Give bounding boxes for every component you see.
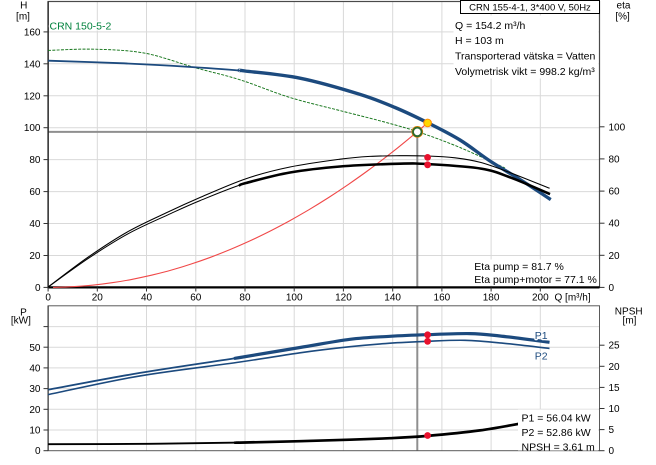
svg-text:180: 180 — [483, 293, 500, 304]
svg-text:60: 60 — [190, 293, 202, 304]
svg-text:100: 100 — [286, 293, 303, 304]
svg-text:40: 40 — [29, 363, 41, 374]
svg-text:Q [m³/h]: Q [m³/h] — [555, 293, 591, 304]
svg-text:120: 120 — [335, 293, 352, 304]
svg-text:Transporterad vätska = Vatten: Transporterad vätska = Vatten — [455, 50, 596, 62]
svg-text:NPSH: NPSH — [615, 307, 643, 318]
svg-text:200: 200 — [532, 293, 549, 304]
svg-text:40: 40 — [29, 219, 41, 230]
svg-text:P2 = 52.86 kW: P2 = 52.86 kW — [522, 427, 591, 439]
svg-text:Eta pump+motor = 77.1 %: Eta pump+motor = 77.1 % — [474, 274, 597, 286]
svg-text:50: 50 — [29, 343, 41, 354]
svg-text:140: 140 — [24, 59, 41, 70]
svg-text:100: 100 — [609, 122, 626, 133]
svg-text:P1: P1 — [535, 330, 548, 342]
svg-text:5: 5 — [609, 425, 615, 436]
svg-text:20: 20 — [609, 362, 621, 373]
svg-text:15: 15 — [609, 383, 621, 394]
svg-text:[m]: [m] — [623, 316, 637, 327]
svg-text:120: 120 — [24, 91, 41, 102]
svg-text:40: 40 — [609, 219, 621, 230]
svg-text:0: 0 — [35, 283, 41, 294]
svg-text:25: 25 — [609, 341, 621, 352]
svg-text:CRN 155-4-1, 3*400 V, 50Hz: CRN 155-4-1, 3*400 V, 50Hz — [469, 3, 591, 14]
svg-text:160: 160 — [24, 27, 41, 38]
svg-text:80: 80 — [29, 155, 41, 166]
svg-text:CRN 150-5-2: CRN 150-5-2 — [50, 20, 112, 32]
svg-text:80: 80 — [239, 293, 251, 304]
svg-text:P2: P2 — [535, 350, 548, 362]
svg-text:P: P — [20, 307, 27, 318]
svg-text:Volymetrisk vikt = 998.2 kg/m³: Volymetrisk vikt = 998.2 kg/m³ — [455, 66, 595, 78]
svg-text:P1 = 56.04 kW: P1 = 56.04 kW — [522, 413, 591, 425]
svg-text:100: 100 — [24, 123, 41, 134]
svg-text:[kW]: [kW] — [11, 316, 31, 327]
svg-text:20: 20 — [29, 405, 41, 416]
svg-text:30: 30 — [29, 384, 41, 395]
svg-text:10: 10 — [609, 404, 621, 415]
svg-text:40: 40 — [141, 293, 153, 304]
svg-text:80: 80 — [609, 154, 621, 165]
svg-text:160: 160 — [434, 293, 451, 304]
svg-text:140: 140 — [384, 293, 401, 304]
svg-text:20: 20 — [609, 251, 621, 262]
svg-text:eta: eta — [617, 0, 631, 11]
svg-text:0: 0 — [45, 293, 51, 304]
svg-text:60: 60 — [29, 187, 41, 198]
svg-text:20: 20 — [92, 293, 104, 304]
svg-text:Q = 154.2 m³/h: Q = 154.2 m³/h — [455, 20, 525, 32]
svg-text:60: 60 — [609, 187, 621, 198]
svg-text:0: 0 — [609, 446, 615, 457]
svg-text:20: 20 — [29, 251, 41, 262]
svg-text:NPSH = 3.61 m: NPSH = 3.61 m — [522, 442, 595, 454]
svg-text:0: 0 — [609, 283, 615, 294]
svg-text:[m]: [m] — [16, 12, 30, 23]
svg-text:0: 0 — [35, 446, 41, 457]
svg-text:H: H — [20, 0, 27, 11]
svg-text:10: 10 — [29, 426, 41, 437]
svg-text:H = 103 m: H = 103 m — [455, 35, 504, 47]
svg-text:[%]: [%] — [615, 12, 630, 23]
svg-text:Eta pump = 81.7 %: Eta pump = 81.7 % — [474, 261, 564, 273]
